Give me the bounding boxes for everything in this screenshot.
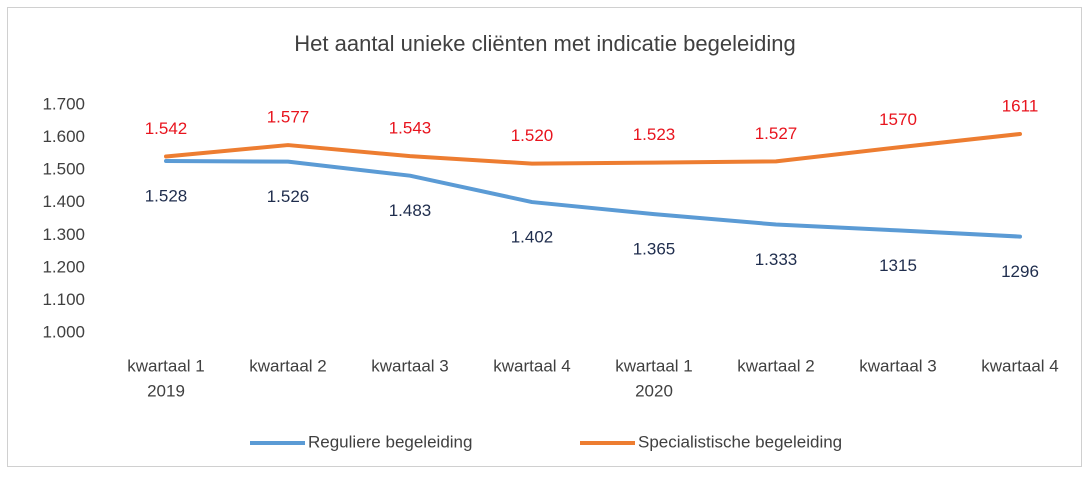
x-tick-label: kwartaal 2 (737, 356, 814, 375)
series-line (164, 159, 1022, 239)
data-label: 1.402 (511, 228, 554, 247)
data-label: 1.365 (633, 240, 676, 259)
data-label: 1.483 (389, 201, 432, 220)
data-label: 1.528 (145, 187, 188, 206)
data-label: 1.333 (755, 250, 798, 269)
data-label: 1611 (1002, 96, 1039, 115)
chart-title: Het aantal unieke cliënten met indicatie… (294, 31, 795, 56)
y-tick-label: 1.200 (42, 257, 85, 276)
data-label: 1.523 (633, 125, 676, 144)
data-label: 1315 (879, 256, 917, 275)
y-tick-label: 1.100 (42, 290, 85, 309)
y-tick-label: 1.000 (42, 322, 85, 341)
chart-border (7, 7, 1082, 467)
legend-label: Reguliere begeleiding (308, 432, 472, 451)
x-tick-label: kwartaal 1 (127, 356, 204, 375)
data-label: 1570 (879, 110, 917, 129)
x-tick-label: kwartaal 2 (249, 356, 326, 375)
data-label: 1.542 (145, 119, 188, 138)
x-tick-label: kwartaal 3 (859, 356, 936, 375)
y-tick-label: 1.300 (42, 225, 85, 244)
x-tick-label: kwartaal 3 (371, 356, 448, 375)
series-line (164, 131, 1022, 166)
y-tick-label: 1.600 (42, 127, 85, 146)
data-label: 1296 (1001, 262, 1039, 281)
data-label: 1.543 (389, 119, 432, 138)
y-tick-label: 1.500 (42, 160, 85, 179)
y-tick-label: 1.400 (42, 192, 85, 211)
y-tick-label: 1.700 (42, 94, 85, 113)
data-label: 1.526 (267, 187, 310, 206)
data-label: 1.577 (267, 108, 310, 127)
x-tick-label: kwartaal 1 (615, 356, 692, 375)
data-label: 1.527 (755, 124, 798, 143)
legend-label: Specialistische begeleiding (638, 432, 842, 451)
x-tick-label: kwartaal 4 (981, 356, 1058, 375)
x-group-label: 2020 (635, 381, 673, 400)
x-group-label: 2019 (147, 381, 185, 400)
x-tick-label: kwartaal 4 (493, 356, 570, 375)
data-label: 1.520 (511, 126, 554, 145)
